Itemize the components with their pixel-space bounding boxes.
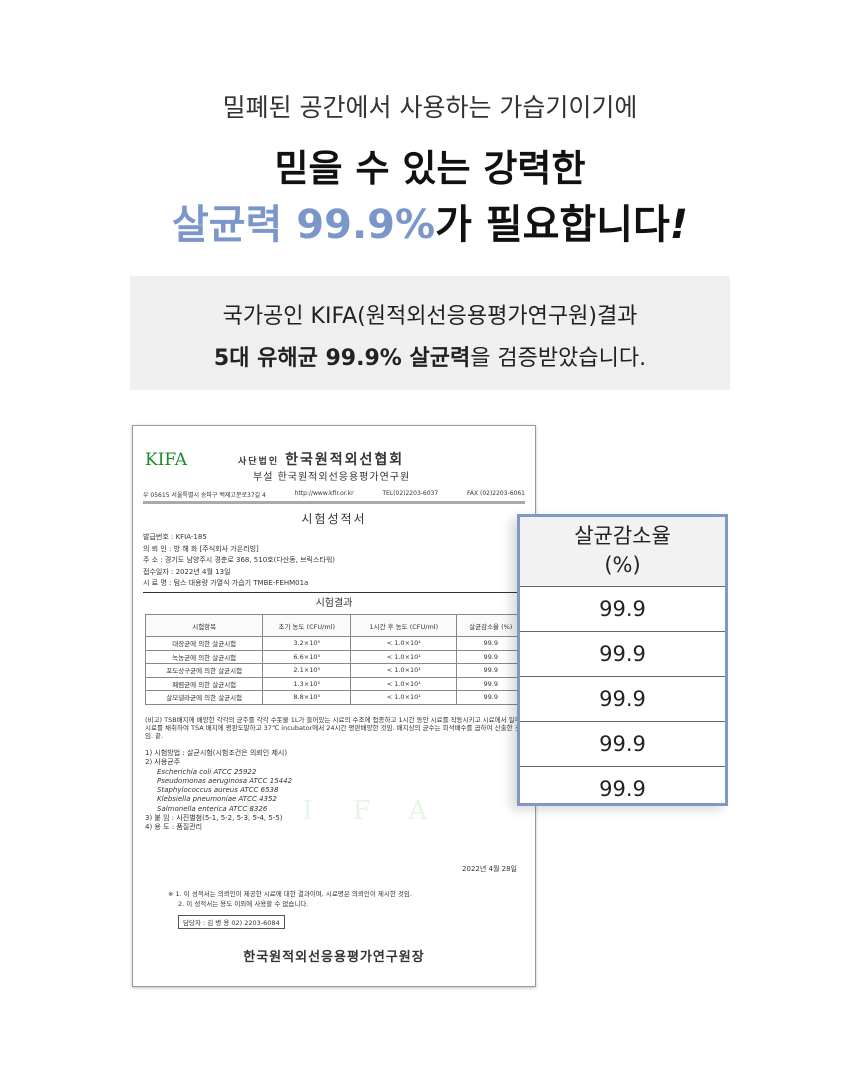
- info-line2: 5대 유해균 99.9% 살균력을 검증받았습니다.: [130, 340, 730, 372]
- footnotes: ※ 1. 이 성적서는 의뢰인이 제공한 시료에 대한 결과이며, 시료명은 의…: [168, 889, 412, 909]
- table-cell: 8.8×10⁵: [262, 690, 352, 705]
- callout-value: 99.9: [520, 722, 725, 767]
- kifa-watermark: KIFA: [243, 796, 468, 826]
- table-cell: 포도상구균에 의한 살균시험: [144, 663, 264, 678]
- table-cell: 3.2×10⁵: [262, 636, 352, 651]
- table-cell: < 1.0×10¹: [350, 663, 458, 678]
- info-bold: 5대 유해균 99.9% 살균력: [213, 346, 471, 371]
- strain: Staphylococcus aureus ATCC 6538: [157, 786, 279, 795]
- contact-box: 담당자 : 김 병 용 02) 2203-6084: [178, 915, 285, 929]
- table-cell: 99.9: [456, 690, 525, 705]
- table-row: 대장균에 의한 살균시험 3.2×10⁵ < 1.0×10¹ 99.9: [144, 636, 525, 651]
- table-cell: 1.3×10⁵: [262, 676, 352, 691]
- fax: FAX (02)2203-6061: [466, 490, 525, 497]
- callout-value: 99.9: [520, 587, 725, 632]
- table-header: 초기 농도 (CFU/ml): [262, 614, 352, 637]
- callout-header: 살균감소율 (%): [520, 517, 725, 587]
- list-item: 1) 시험방법 : 살균시험(시험조건은 의뢰인 제시): [145, 749, 288, 757]
- table-row: 살모넬라균에 의한 살균시험 8.8×10⁵ < 1.0×10¹ 99.9: [144, 690, 525, 705]
- address: 우 05615 서울특별시 송파구 백제고분로37길 4: [143, 492, 266, 499]
- table-cell: 99.9: [456, 676, 525, 691]
- meta-line: 발급번호 : KFIA-185: [143, 533, 207, 541]
- info-box: 국가공인 KIFA(원적외선응용평가연구원)결과 5대 유해균 99.9% 살균…: [130, 276, 730, 390]
- org-title: 한국원적외선협회: [285, 452, 405, 468]
- table-cell: 2.1×10⁵: [262, 663, 352, 678]
- website: http://www.kfir.or.kr: [294, 490, 354, 497]
- table-cell: 99.9: [456, 663, 525, 678]
- strain: Klebsiella pneumoniae ATCC 4352: [157, 795, 277, 804]
- doc-title: 시험성적서: [301, 512, 367, 526]
- table-row: 녹농균에 의한 살균시험 6.6×10⁵ < 1.0×10¹ 99.9: [144, 649, 525, 664]
- callout-value: 99.9: [520, 677, 725, 722]
- address-bar: 우 05615 서울특별시 송파구 백제고분로37길 4 http://www.k…: [143, 490, 525, 504]
- callout-value: 99.9: [520, 632, 725, 677]
- table-header: 살균감소율 (%): [456, 614, 525, 637]
- table-cell: 6.6×10⁵: [262, 649, 352, 664]
- table-cell: 99.9: [456, 636, 525, 651]
- table-cell: 살모넬라균에 의한 살균시험: [144, 690, 264, 705]
- list-item: 3) 붙 임 : 사진별첨(5-1, 5-2, 5-3, 5-4, 5-5): [145, 814, 283, 823]
- info-line1: 국가공인 KIFA(원적외선응용평가연구원)결과: [222, 304, 638, 329]
- headline-line3: 살균력 99.9%가 필요합니다!: [0, 192, 860, 250]
- callout-header-title: 살균감소율: [574, 524, 671, 548]
- table-header: 시험항목: [144, 614, 264, 637]
- list-item: 4) 용 도 : 품질관리: [145, 823, 203, 832]
- table-cell: < 1.0×10¹: [350, 676, 458, 691]
- headline-exclaim: !: [669, 202, 689, 248]
- callout-value: 99.9: [599, 777, 646, 801]
- headline-line2: 믿을 수 있는 강력한: [274, 147, 586, 190]
- org-prefix: 사단법인: [238, 457, 280, 467]
- table-cell: 99.9: [456, 649, 525, 664]
- table-cell: 폐렴균에 의한 살균시험: [144, 676, 264, 691]
- doc-note: (비고) TSB배지에 배양한 각각의 균주를 각각 수돗물 1L가 들어있는 …: [145, 716, 521, 740]
- doc-meta: 발급번호 : KFIA-185 의 뢰 인 : 방 해 화 [주식회사 가온리빙…: [143, 532, 335, 590]
- headline-line1: 밀폐된 공간에서 사용하는 가습기이기에: [222, 93, 638, 122]
- strain: Pseudomonas aeruginosa ATCC 15442: [157, 776, 293, 785]
- result-title: 시험결과: [143, 592, 525, 609]
- strain: Escherichia coli ATCC 25922: [157, 767, 257, 776]
- tel: TEL(02)2203-6037: [382, 490, 439, 497]
- table-cell: 녹농균에 의한 살균시험: [144, 649, 264, 664]
- meta-line: 의 뢰 인 : 방 해 화 [주식회사 가온리빙]: [143, 544, 259, 553]
- headline-accent: 살균력 99.9%: [171, 202, 436, 248]
- kifa-logo: KIFA: [145, 450, 188, 470]
- org-sub: 부설 한국원적외선응용평가연구원: [253, 472, 411, 483]
- list-item: 2) 사용균주: [145, 758, 181, 767]
- table-cell: < 1.0×10¹: [350, 649, 458, 664]
- test-certificate: KIFA KIFA 사단법인 한국원적외선협회 부설 한국원적외선응용평가연구원 …: [132, 425, 536, 987]
- signature: 한국원적외선응용평가연구원장: [243, 950, 425, 965]
- callout-header-unit: (%): [604, 553, 641, 577]
- table-row: 포도상구균에 의한 살균시험 2.1×10⁵ < 1.0×10¹ 99.9: [144, 663, 525, 678]
- strain: Salmonella enterica ATCC 8326: [157, 804, 268, 813]
- result-table: 시험항목 초기 농도 (CFU/ml) 1시간 후 농도 (CFU/ml) 살균…: [144, 614, 525, 705]
- reduction-rate-callout: 살균감소율 (%) 99.9 99.9 99.9 99.9 99.9: [517, 514, 728, 806]
- headline-rest: 가 필요합니다: [435, 202, 670, 248]
- org-name: 사단법인 한국원적외선협회: [238, 449, 404, 469]
- footnote: ※ 1. 이 성적서는 의뢰인이 제공한 시료에 대한 결과이며, 시료명은 의…: [168, 890, 412, 898]
- table-header: 1시간 후 농도 (CFU/ml): [350, 614, 458, 637]
- table-cell: < 1.0×10¹: [350, 690, 458, 705]
- meta-line: 접수일자 : 2022년 4월 13일: [143, 567, 231, 576]
- table-cell: 대장균에 의한 살균시험: [144, 636, 264, 651]
- table-cell: < 1.0×10¹: [350, 636, 458, 651]
- table-row: 폐렴균에 의한 살균시험 1.3×10⁵ < 1.0×10¹ 99.9: [144, 676, 525, 691]
- meta-line: 시 료 명 : 텀스 대용량 가열식 가습기 TMBE-FEHM01a: [143, 579, 309, 587]
- meta-line: 주 소 : 경기도 남양주시 경춘로 368, 510호(다산동, 브릭스타워): [143, 556, 336, 564]
- footnote: 2. 이 성적서는 용도 이외에 사용할 수 없습니다.: [178, 900, 309, 908]
- info-rest: 을 검증받았습니다.: [470, 346, 647, 371]
- doc-list: 1) 시험방법 : 살균시험(시험조건은 의뢰인 제시) 2) 사용균주 Esc…: [145, 749, 292, 833]
- issue-date: 2022년 4월 28일: [462, 865, 517, 873]
